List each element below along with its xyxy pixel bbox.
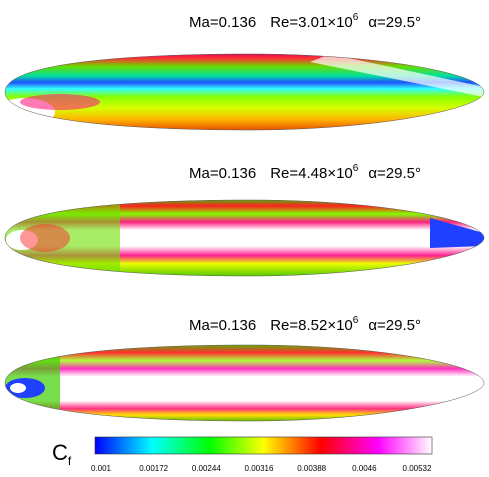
mach: Ma=0.136 <box>189 165 256 182</box>
colorbar-tick-label: 0.00244 <box>192 464 221 473</box>
colorbar-tick-label: 0.0046 <box>352 464 377 473</box>
alpha: α=29.5° <box>368 317 421 334</box>
reynolds: Re=8.52×10 <box>270 317 353 334</box>
colorbar-tick-label: 0.00532 <box>403 464 432 473</box>
reynolds: Re=4.48×10 <box>270 165 353 182</box>
ellipsoid <box>0 52 489 132</box>
panel-title: Ma=0.136 Re=3.01×106 α=29.5° <box>189 12 421 31</box>
symbol: C <box>52 440 68 465</box>
colorbar-tick-label: 0.00388 <box>297 464 326 473</box>
mach: Ma=0.136 <box>189 317 256 334</box>
panel-title: Ma=0.136 Re=4.48×106 α=29.5° <box>189 163 421 182</box>
exponent: 6 <box>353 315 359 326</box>
mach: Ma=0.136 <box>189 14 256 31</box>
subscript: f <box>68 454 72 468</box>
colorbar-tick-label: 0.00172 <box>139 464 168 473</box>
reynolds: Re=3.01×10 <box>270 14 353 31</box>
alpha: α=29.5° <box>368 14 421 31</box>
colorbar <box>95 437 432 454</box>
colorbar-label: Cf <box>52 440 72 468</box>
colorbar-tick-label: 0.001 <box>91 464 112 473</box>
ellipsoid <box>0 198 489 278</box>
panel-title: Ma=0.136 Re=8.52×106 α=29.5° <box>189 315 421 334</box>
colorbar-tick-label: 0.00316 <box>245 464 274 473</box>
ellipsoid <box>0 343 489 423</box>
alpha: α=29.5° <box>368 165 421 182</box>
figure: Cf Ma=0.136Re=3.01×106α=29.5°Ma=0.136Re=… <box>0 0 489 477</box>
exponent: 6 <box>353 12 359 23</box>
exponent: 6 <box>353 163 359 174</box>
